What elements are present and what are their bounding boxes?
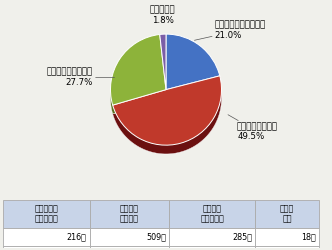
Text: 健康に不安を感じる
27.7%: 健康に不安を感じる 27.7% <box>47 68 115 87</box>
Text: 18人: 18人 <box>301 233 316 242</box>
FancyBboxPatch shape <box>3 246 90 250</box>
FancyBboxPatch shape <box>3 228 90 246</box>
FancyBboxPatch shape <box>256 200 319 228</box>
Polygon shape <box>113 85 221 154</box>
Text: 元気な方
かと思う: 元気な方 かと思う <box>120 204 139 224</box>
Text: 体調もよく元気である
21.0%: 体調もよく元気である 21.0% <box>195 20 266 40</box>
Polygon shape <box>113 91 221 154</box>
Polygon shape <box>113 90 166 114</box>
Polygon shape <box>111 43 166 114</box>
Wedge shape <box>113 76 221 145</box>
Text: 体調もよく
元気である: 体調もよく 元気である <box>35 204 58 224</box>
Text: 509人: 509人 <box>146 233 166 242</box>
FancyBboxPatch shape <box>256 228 319 246</box>
Wedge shape <box>166 34 220 90</box>
FancyBboxPatch shape <box>256 246 319 250</box>
Polygon shape <box>111 90 166 98</box>
Text: わからない
1.8%: わからない 1.8% <box>150 6 175 25</box>
FancyBboxPatch shape <box>169 200 256 228</box>
FancyBboxPatch shape <box>90 200 169 228</box>
Text: 285人: 285人 <box>232 233 252 242</box>
FancyBboxPatch shape <box>169 228 256 246</box>
FancyBboxPatch shape <box>169 246 256 250</box>
FancyBboxPatch shape <box>3 200 90 228</box>
FancyBboxPatch shape <box>90 246 169 250</box>
Polygon shape <box>160 43 166 98</box>
Polygon shape <box>166 43 220 98</box>
Polygon shape <box>113 90 166 114</box>
Text: 健康に不
安を感じる: 健康に不 安を感じる <box>201 204 224 224</box>
Text: 元気な方かと思う
49.5%: 元気な方かと思う 49.5% <box>228 115 278 141</box>
Polygon shape <box>111 90 113 114</box>
Text: わから
ない: わから ない <box>280 204 294 224</box>
FancyBboxPatch shape <box>90 228 169 246</box>
Text: 216人: 216人 <box>66 233 86 242</box>
Wedge shape <box>111 34 166 105</box>
Wedge shape <box>160 34 166 90</box>
Polygon shape <box>166 90 221 100</box>
